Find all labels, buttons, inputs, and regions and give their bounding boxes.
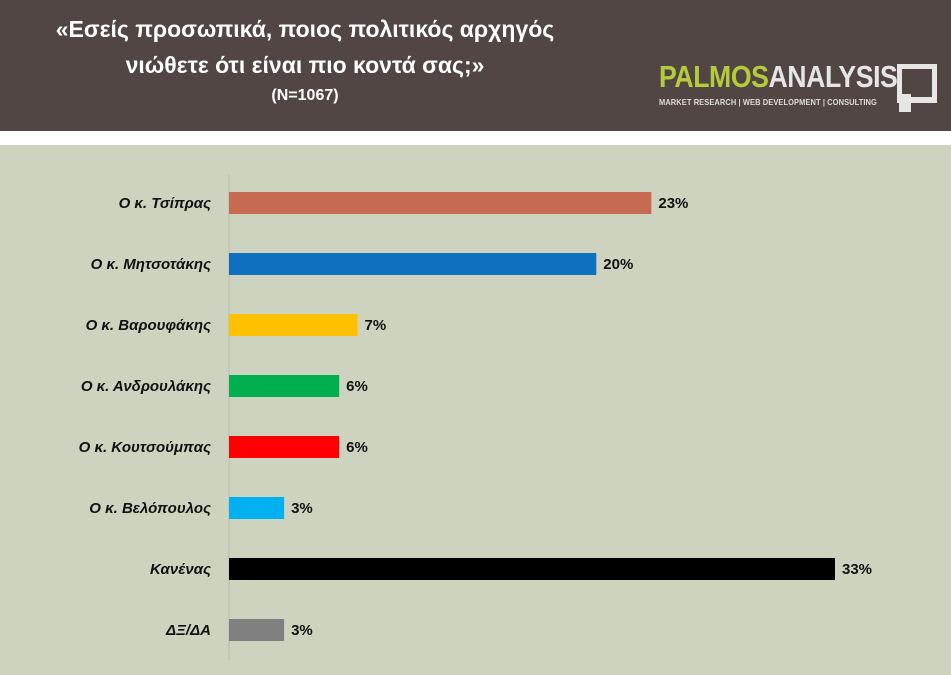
bar xyxy=(229,497,285,519)
chart-title-line-1: «Εσείς προσωπικά, ποιος πολιτικός αρχηγό… xyxy=(55,16,555,42)
value-label: 3% xyxy=(291,622,313,639)
bar-chart: Ο κ. Τσίπρας 23% Ο κ. Μητσοτάκης 20% Ο κ. Βα… xyxy=(79,175,872,660)
category-label: ΔΞ/ΔΑ xyxy=(165,622,211,639)
category-label: Ο κ. Τσίπρας xyxy=(119,195,211,212)
category-label: Κανένας xyxy=(150,561,211,578)
value-label: 7% xyxy=(365,317,387,334)
palmos-mark-icon xyxy=(897,64,937,112)
sample-size-label: (N=1067) xyxy=(271,87,339,104)
category-label: Ο κ. Κουτσούμπας xyxy=(79,439,211,456)
logo-word-part-1: PALMOS xyxy=(659,59,769,94)
logo-wordmark: PALMOSANALYSIS xyxy=(659,59,898,94)
value-label: 6% xyxy=(346,439,368,456)
category-label: Ο κ. Ανδρουλάκης xyxy=(81,378,211,395)
bar xyxy=(229,253,597,275)
logo-tagline: MARKET RESEARCH | WEB DEVELOPMENT | CONS… xyxy=(659,97,877,107)
value-label: 33% xyxy=(842,561,872,578)
category-label: Ο κ. Βελόπουλος xyxy=(89,500,211,517)
bar xyxy=(229,558,835,580)
value-label: 23% xyxy=(658,195,688,212)
value-label: 3% xyxy=(291,500,313,517)
bar xyxy=(229,375,340,397)
chart-header: «Εσείς προσωπικά, ποιος πολιτικός αρχηγό… xyxy=(0,0,951,131)
chart-plot-area: Ο κ. Τσίπρας 23% Ο κ. Μητσοτάκης 20% Ο κ. Βα… xyxy=(0,145,951,675)
value-label: 20% xyxy=(603,256,633,273)
bar xyxy=(229,314,358,336)
bar xyxy=(229,619,285,641)
logo-word-part-2: ANALYSIS xyxy=(768,59,898,94)
bar xyxy=(229,192,652,214)
value-label: 6% xyxy=(346,378,368,395)
bar xyxy=(229,436,340,458)
category-label: Ο κ. Μητσοτάκης xyxy=(91,256,211,273)
header-separator xyxy=(0,131,951,145)
chart-title-line-2: νιώθετε ότι είναι πιο κοντά σας;» xyxy=(125,52,485,78)
palmos-analysis-logo: PALMOSANALYSIS MARKET RESEARCH | WEB DEV… xyxy=(659,60,939,116)
category-label: Ο κ. Βαρουφάκης xyxy=(86,317,211,334)
